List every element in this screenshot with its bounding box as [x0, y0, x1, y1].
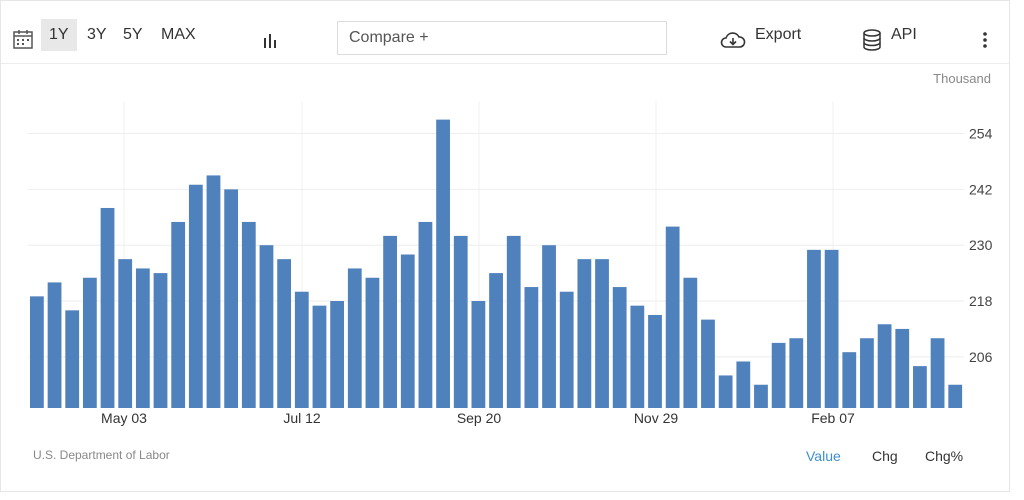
range-max-button[interactable]: MAX [161, 26, 196, 43]
bar-chart: 206 218 230 242 254 May 03 Jul 12 Sep 20 Nov 29 F… [28, 101, 993, 426]
bar [701, 319, 715, 408]
bar [347, 268, 362, 408]
bar [860, 338, 874, 408]
x-tick-label: Sep 20 [457, 410, 502, 426]
bar [754, 384, 768, 408]
bar-chart-type-icon[interactable] [262, 31, 280, 49]
bar [453, 235, 468, 408]
unit-label: Thousand [933, 71, 991, 86]
bar [595, 259, 609, 408]
bar [259, 245, 274, 408]
bar [365, 277, 380, 408]
y-tick-label: 242 [969, 181, 993, 197]
bar [524, 287, 539, 408]
bar [542, 245, 556, 408]
x-tick-label: Feb 07 [811, 410, 855, 426]
tab-chg[interactable]: Chg [872, 448, 898, 464]
bar [771, 342, 786, 408]
bar [30, 296, 44, 408]
bar [506, 235, 521, 408]
bar [153, 273, 168, 408]
bar [47, 282, 62, 408]
bar [736, 361, 751, 408]
range-1y-button[interactable]: 1Y [41, 19, 77, 51]
bar [135, 268, 150, 408]
chart-toolbar: 1Y 3Y 5Y MAX Compare + Export API [1, 1, 1009, 64]
y-tick-label: 254 [969, 126, 993, 142]
bar [718, 375, 733, 408]
bar [206, 175, 221, 408]
bar [330, 301, 345, 408]
y-tick-label: 206 [969, 349, 993, 365]
compare-input[interactable]: Compare + [337, 21, 667, 55]
x-tick-label: May 03 [101, 410, 147, 426]
bar [842, 352, 857, 408]
bar [171, 221, 186, 408]
database-icon[interactable] [861, 28, 883, 52]
bar [489, 273, 503, 408]
api-button[interactable]: API [891, 26, 917, 43]
bar [665, 226, 680, 408]
tab-chg-percent[interactable]: Chg% [925, 448, 964, 464]
bar [877, 324, 892, 408]
export-button[interactable]: Export [755, 26, 802, 43]
range-5y-button[interactable]: 5Y [123, 26, 143, 43]
bar [118, 259, 133, 408]
calendar-icon[interactable] [11, 27, 35, 51]
more-options-icon[interactable] [981, 31, 989, 49]
bar [400, 254, 415, 408]
bar [224, 189, 239, 408]
bar [807, 249, 821, 408]
bar [683, 277, 698, 408]
bar [930, 338, 945, 408]
y-tick-label: 218 [969, 293, 993, 309]
y-tick-label: 230 [969, 237, 993, 253]
cloud-download-icon[interactable] [719, 29, 747, 51]
bar [648, 314, 662, 408]
chart-widget: 1Y 3Y 5Y MAX Compare + Export API Thousa… [0, 0, 1010, 492]
range-3y-button[interactable]: 3Y [87, 26, 107, 43]
bar [65, 310, 80, 408]
bar [383, 235, 397, 408]
bar [241, 221, 256, 408]
tab-value[interactable]: Value [806, 448, 841, 464]
bar [100, 207, 115, 408]
bar [948, 384, 963, 408]
bar [913, 366, 927, 408]
bar [612, 287, 627, 408]
bar [577, 259, 592, 408]
data-source: U.S. Department of Labor [33, 448, 170, 462]
bar [312, 305, 327, 408]
bar [436, 119, 450, 409]
bar [559, 291, 574, 408]
bar [82, 277, 97, 408]
bar [895, 328, 910, 408]
bar [789, 338, 804, 408]
bar [294, 291, 309, 408]
bar [471, 301, 486, 408]
bar [630, 305, 645, 408]
bar [188, 184, 203, 408]
bar [824, 249, 839, 408]
bar [418, 221, 433, 408]
x-tick-label: Jul 12 [283, 410, 321, 426]
x-tick-label: Nov 29 [634, 410, 679, 426]
bar [277, 259, 292, 408]
